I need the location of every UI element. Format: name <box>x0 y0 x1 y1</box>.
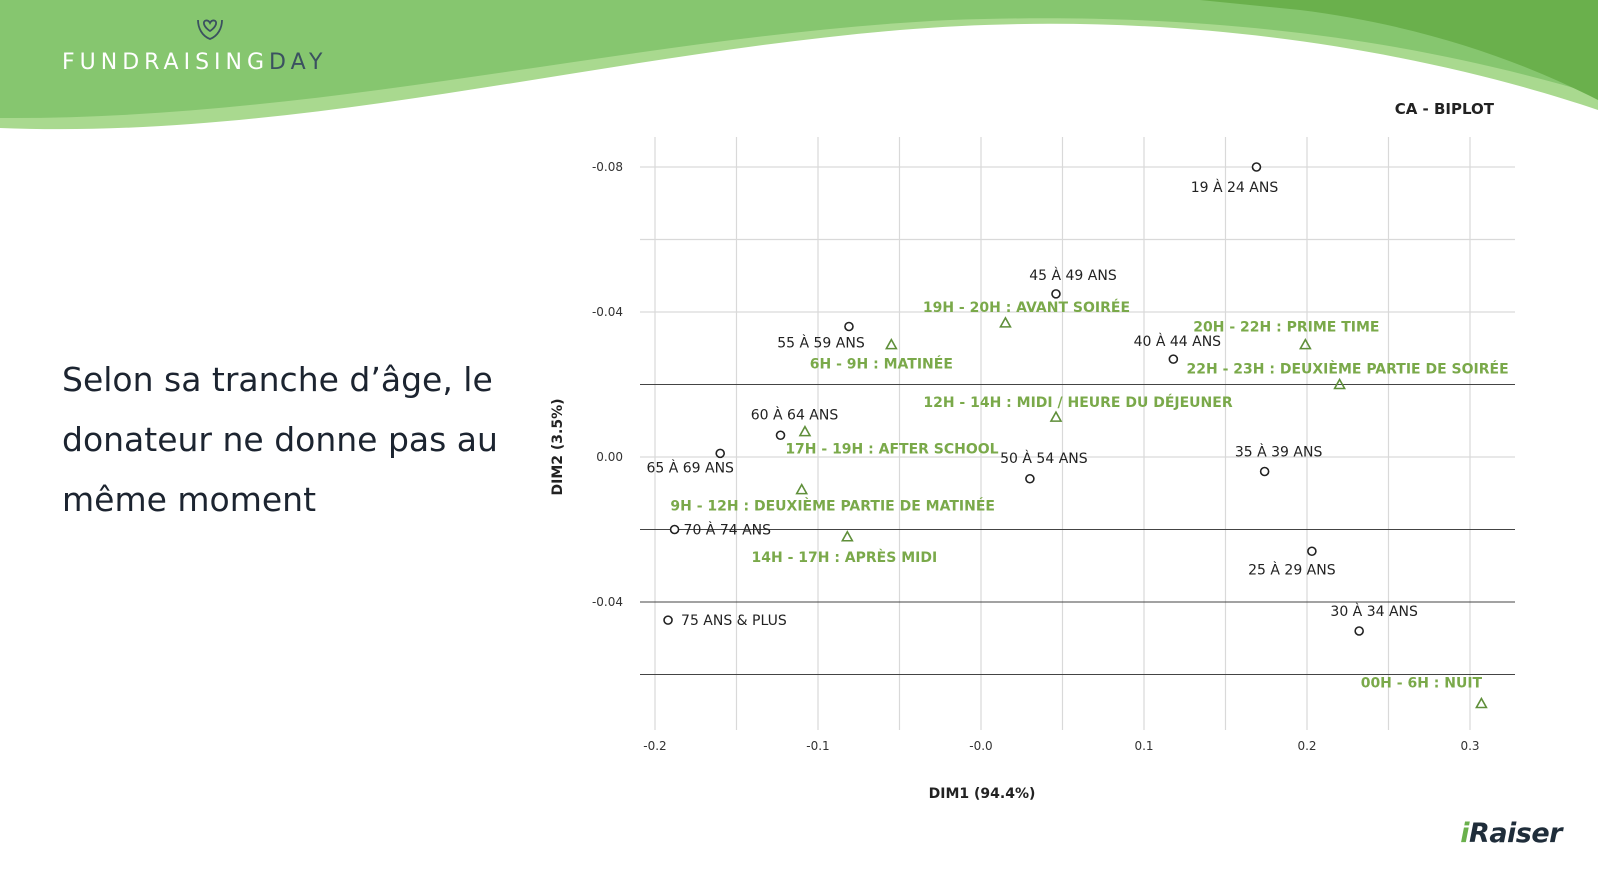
event-logo[interactable]: FUNDRAISINGDAY <box>62 50 327 75</box>
time-point-label: 00H - 6H : NUIT <box>1361 676 1483 692</box>
time-point-label: 17H - 19H : AFTER SCHOOL <box>785 442 998 458</box>
header-wave <box>0 0 1598 130</box>
x-tick-label: -0.0 <box>969 739 992 753</box>
iraiser-logo[interactable]: iRaiser <box>1460 818 1562 849</box>
y-tick-label: -0.04 <box>592 595 623 609</box>
age-point-label: 30 À 34 ANS <box>1330 603 1418 620</box>
x-axis-title: DIM1 (94.4%) <box>929 786 1036 802</box>
logo-text-part2: DAY <box>269 50 328 75</box>
age-point-marker <box>1168 354 1179 364</box>
age-point-label: 50 À 54 ANS <box>1000 450 1088 467</box>
time-point-marker <box>1333 377 1346 390</box>
time-point-marker <box>798 424 812 437</box>
y-tick-label: -0.08 <box>592 160 623 174</box>
age-point-marker <box>775 430 786 441</box>
brand-prefix: i <box>1460 818 1470 849</box>
time-point-label: 12H - 14H : MIDI / HEURE DU DÉJEUNER <box>923 394 1232 411</box>
time-point-marker <box>999 316 1012 328</box>
time-point-marker <box>1299 337 1312 350</box>
time-point-label: 20H - 22H : PRIME TIME <box>1193 320 1379 336</box>
time-point-label: 19H - 20H : AVANT SOIRÉE <box>923 299 1130 316</box>
age-point-label: 19 À 24 ANS <box>1191 179 1279 196</box>
y-axis-title: DIM2 (3.5%) <box>550 398 566 495</box>
age-point-label: 55 À 59 ANS <box>777 335 865 352</box>
chart-caption: CA - BIPLOT <box>1394 100 1494 118</box>
age-point-marker <box>1354 626 1364 636</box>
headline: Selon sa tranche d’âge, le donateur ne d… <box>62 360 498 519</box>
time-point-marker <box>1049 410 1063 422</box>
age-point-marker <box>715 448 726 459</box>
age-point-marker <box>1307 546 1317 557</box>
age-point-marker <box>1025 473 1035 484</box>
grid-layer <box>640 137 1515 730</box>
time-point-label: 9H - 12H : DEUXIÈME PARTIE DE MATINÉE <box>670 498 995 515</box>
age-point-marker <box>1051 289 1061 299</box>
age-point-label: 60 À 64 ANS <box>751 406 839 423</box>
age-point-label: 45 À 49 ANS <box>1029 267 1117 284</box>
time-point-marker <box>884 337 898 350</box>
age-point-marker <box>1259 466 1270 477</box>
age-point-label: 25 À 29 ANS <box>1248 561 1336 578</box>
age-point-marker <box>663 615 673 625</box>
age-point-marker <box>669 524 680 535</box>
time-point-label: 6H - 9H : MATINÉE <box>810 356 953 373</box>
x-tick-label: 0.1 <box>1134 739 1153 753</box>
age-point-label: 65 À 69 ANS <box>646 459 734 476</box>
brand-rest: Raiser <box>1469 818 1562 849</box>
tick-layer: -0.2 -0.1 -0.0 0.1 0.2 0.3 -0.08 -0.04 0.00 -0.04 <box>592 160 1480 753</box>
time-point-label: 22H - 23H : DEUXIÈME PARTIE DE SOIRÉE <box>1187 361 1509 378</box>
age-point-label: 70 À 74 ANS <box>684 522 772 539</box>
age-point-marker <box>1251 162 1262 172</box>
y-tick-label: -0.04 <box>592 305 623 319</box>
hands-heart-icon <box>197 19 223 40</box>
time-point-marker <box>1475 696 1488 709</box>
axis-titles: DIM1 (94.4%) DIM2 (3.5%) <box>550 398 1035 802</box>
time-point-marker <box>795 482 809 495</box>
age-point-label: 35 À 39 ANS <box>1235 444 1323 461</box>
age-point-label: 75 ANS & PLUS <box>681 613 787 629</box>
y-tick-label: 0.00 <box>596 450 623 464</box>
time-point-label: 14H - 17H : APRÈS MIDI <box>752 549 938 566</box>
x-tick-label: -0.1 <box>806 739 829 753</box>
x-tick-label: 0.3 <box>1460 739 1479 753</box>
x-tick-label: -0.2 <box>643 739 666 753</box>
logo-text-part1: FUNDRAISING <box>62 50 270 75</box>
point-layer: 19 À 24 ANS 45 À 49 ANS 55 À 59 ANS 40 À 44… <box>646 162 1509 709</box>
age-point-marker <box>844 321 854 332</box>
x-tick-label: 0.2 <box>1297 739 1316 753</box>
age-point-label: 40 À 44 ANS <box>1134 333 1222 350</box>
time-point-marker <box>840 530 854 542</box>
